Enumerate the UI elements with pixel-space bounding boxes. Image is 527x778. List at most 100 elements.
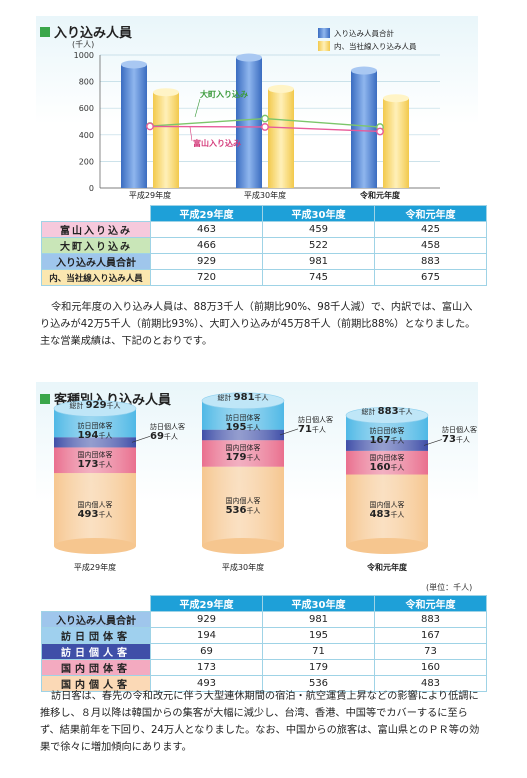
- y-unit-label: (千人): [72, 40, 95, 49]
- legend-label: 内、当社線入り込み人員: [334, 41, 417, 51]
- y-tick-label: 400: [79, 131, 94, 140]
- table-cell: 522: [262, 237, 375, 254]
- stack-segment-tint: [54, 473, 136, 546]
- stack-segment-tint: [346, 450, 428, 475]
- table-cell: 179: [262, 659, 375, 676]
- table-cell: 425: [374, 221, 487, 238]
- bar: [236, 57, 262, 188]
- table-cell: 69: [150, 643, 263, 660]
- segment-label: 国内団体客 160千人: [369, 453, 405, 473]
- bar: [383, 98, 409, 188]
- bar: [121, 64, 147, 188]
- table-header: 平成30年度: [262, 595, 375, 612]
- row-label: 訪日個人客: [41, 643, 151, 660]
- row-label: 大町入り込み: [41, 237, 151, 254]
- table-cell: 493: [150, 675, 263, 692]
- segment-label: 国内団体客 179千人: [225, 444, 261, 464]
- table-row: 訪日個人客 69 71 73: [41, 643, 487, 660]
- bar-cap: [121, 60, 147, 69]
- cylinder-top: [201, 392, 285, 410]
- table-corner: [41, 595, 151, 612]
- table-cell: 71: [262, 643, 375, 660]
- x-tick-label: 令和元年度: [366, 562, 408, 572]
- row-label: 入り込み人員合計: [41, 253, 151, 270]
- x-tick-label: 平成30年度: [222, 562, 264, 572]
- table-cell: 459: [262, 221, 375, 238]
- x-tick-label: 平成29年度: [74, 562, 116, 572]
- stack-segment-tint: [202, 466, 284, 546]
- table-cell: 929: [150, 611, 263, 628]
- bar-cap: [236, 53, 262, 62]
- segment-label: 訪日団体客 195千人: [225, 414, 261, 434]
- cylinder-top: [53, 400, 137, 417]
- segment-label: 訪日団体客 167千人: [369, 426, 405, 446]
- table-row: 入り込み人員合計 929 981 883: [41, 253, 487, 270]
- table-header: 令和元年度: [374, 205, 487, 222]
- section1-title: 入り込み人員: [40, 22, 132, 41]
- cylinder-bottom: [202, 538, 284, 554]
- total-label: 総計 981千人: [217, 391, 269, 403]
- line-label: 富山入り込み: [193, 138, 241, 148]
- table-cell: 720: [150, 269, 263, 286]
- leader-line: [194, 98, 201, 118]
- legend-swatch: [318, 28, 330, 38]
- leader-line: [423, 439, 443, 446]
- legend-swatch: [318, 41, 330, 51]
- segment-label: 国内個人客 536千人: [225, 497, 261, 517]
- side-label: 訪日個人客 71千人: [298, 415, 333, 435]
- leader-line: [279, 428, 299, 436]
- table-header: 令和元年度: [374, 595, 487, 612]
- table-cell: 458: [374, 237, 487, 254]
- section1-title-text: 入り込み人員: [54, 26, 133, 41]
- table-header: 平成29年度: [150, 595, 263, 612]
- stack-segment-tint: [202, 440, 284, 467]
- y-tick-label: 0: [89, 184, 94, 193]
- table-cell: 73: [374, 643, 487, 660]
- stack-segment-tint: [346, 474, 428, 546]
- visitor-table: 平成29年度 平成30年度 令和元年度 富山入り込み 463 459 425 大…: [41, 205, 487, 286]
- bar: [153, 92, 179, 188]
- total-label: 総計 883千人: [361, 406, 413, 418]
- visitor-type-chart: 平成29年度 平成30年度 令和元年度: [53, 392, 443, 572]
- row-label: 内、当社線入り込み人員: [41, 269, 151, 286]
- table-row: 大町入り込み 466 522 458: [41, 237, 487, 254]
- visitor-chart: 0 200 400 600 800 1000 平成29年度 平成30年度 令和元年度 大町入り込み…: [74, 28, 440, 200]
- x-tick-label: 平成30年度: [244, 190, 286, 200]
- table-cell: 675: [374, 269, 487, 286]
- table-row: 富山入り込み 463 459 425: [41, 221, 487, 238]
- table-cell: 483: [374, 675, 487, 692]
- table-cell: 463: [150, 221, 263, 238]
- cylinder-top: [345, 407, 429, 424]
- table-cell: 195: [262, 627, 375, 644]
- stack-segment-tint: [54, 437, 136, 448]
- table-cell: 981: [262, 253, 375, 270]
- section2-paragraph: 訪日客は、春先の令和改元に伴う大型連休期間の宿泊・航空運賃上昇などの影響により低…: [40, 691, 480, 753]
- row-label: 国内団体客: [41, 659, 151, 676]
- table-cell: 536: [262, 675, 375, 692]
- segment-label: 国内団体客 173千人: [77, 451, 113, 471]
- y-tick-label: 200: [79, 157, 94, 166]
- y-tick-label: 800: [79, 78, 94, 87]
- row-label: 富山入り込み: [41, 221, 151, 238]
- x-tick-label: 平成29年度: [129, 190, 171, 200]
- bar-cap: [351, 66, 377, 75]
- data-point: [261, 123, 269, 131]
- data-point: [261, 114, 269, 123]
- cylinder-bottom: [346, 538, 428, 554]
- legend-label: 入り込み人員合計: [334, 28, 394, 38]
- table-row: 入り込み人員合計 929 981 883: [41, 611, 487, 628]
- y-tick-label: 600: [79, 104, 94, 113]
- table-header: 平成29年度: [150, 205, 263, 222]
- total-label: 総計 929千人: [69, 399, 121, 411]
- stack-segment-tint: [202, 429, 284, 441]
- stack-segment-tint: [346, 440, 428, 451]
- section-marker-icon: [40, 26, 50, 37]
- table-row: 訪日団体客 194 195 167: [41, 627, 487, 644]
- section1-paragraph: 令和元年度の入り込み人員は、88万3千人（前期比90%、98千人減）で、内訳では…: [40, 302, 481, 347]
- unit-note: (単位：千人): [426, 583, 473, 592]
- leader-line: [131, 436, 151, 443]
- x-tick-label: 令和元年度: [359, 190, 401, 200]
- bar: [268, 88, 294, 188]
- section-marker-icon: [40, 393, 50, 404]
- table-row: 国内団体客 173 179 160: [41, 659, 487, 676]
